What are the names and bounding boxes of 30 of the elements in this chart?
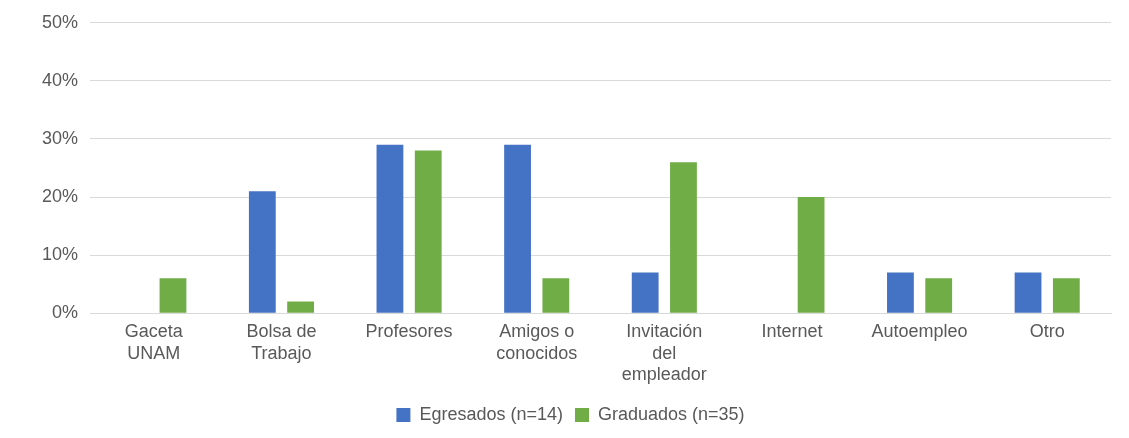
x-tick-label: Otro (1029, 320, 1065, 341)
y-tick-label: 20% (42, 186, 79, 207)
x-tick-label: Amigos o conocidos (496, 320, 578, 363)
x-tick-label: Profesores (365, 320, 453, 341)
legend-label: Egresados (n=14) (419, 403, 563, 424)
y-tick-label: 0% (52, 302, 79, 323)
bar (159, 278, 187, 313)
bar (414, 150, 442, 313)
x-tick-label: Autoempleo (871, 320, 968, 341)
bar (1052, 278, 1080, 313)
bar (887, 272, 914, 313)
x-tick-label: Gaceta UNAM (124, 320, 184, 363)
x-tick-label: Internet (761, 320, 823, 341)
bar (1014, 272, 1042, 313)
x-tick-label: Invitación del empleador (621, 320, 707, 385)
y-tick-label: 40% (42, 69, 79, 90)
legend-label: Graduados (n=35) (598, 403, 745, 424)
y-tick-label: 30% (42, 127, 79, 148)
y-tick-label: 10% (42, 244, 79, 265)
bar (670, 162, 697, 313)
bar (376, 144, 404, 313)
bar (797, 197, 825, 313)
y-tick-label: 50% (42, 11, 79, 32)
bar (631, 272, 659, 313)
bar (542, 278, 570, 313)
bar (248, 191, 276, 313)
bar (925, 278, 953, 313)
x-tick-label: Bolsa de Trabajo (246, 320, 317, 363)
bar (287, 301, 314, 313)
bar (504, 144, 531, 313)
